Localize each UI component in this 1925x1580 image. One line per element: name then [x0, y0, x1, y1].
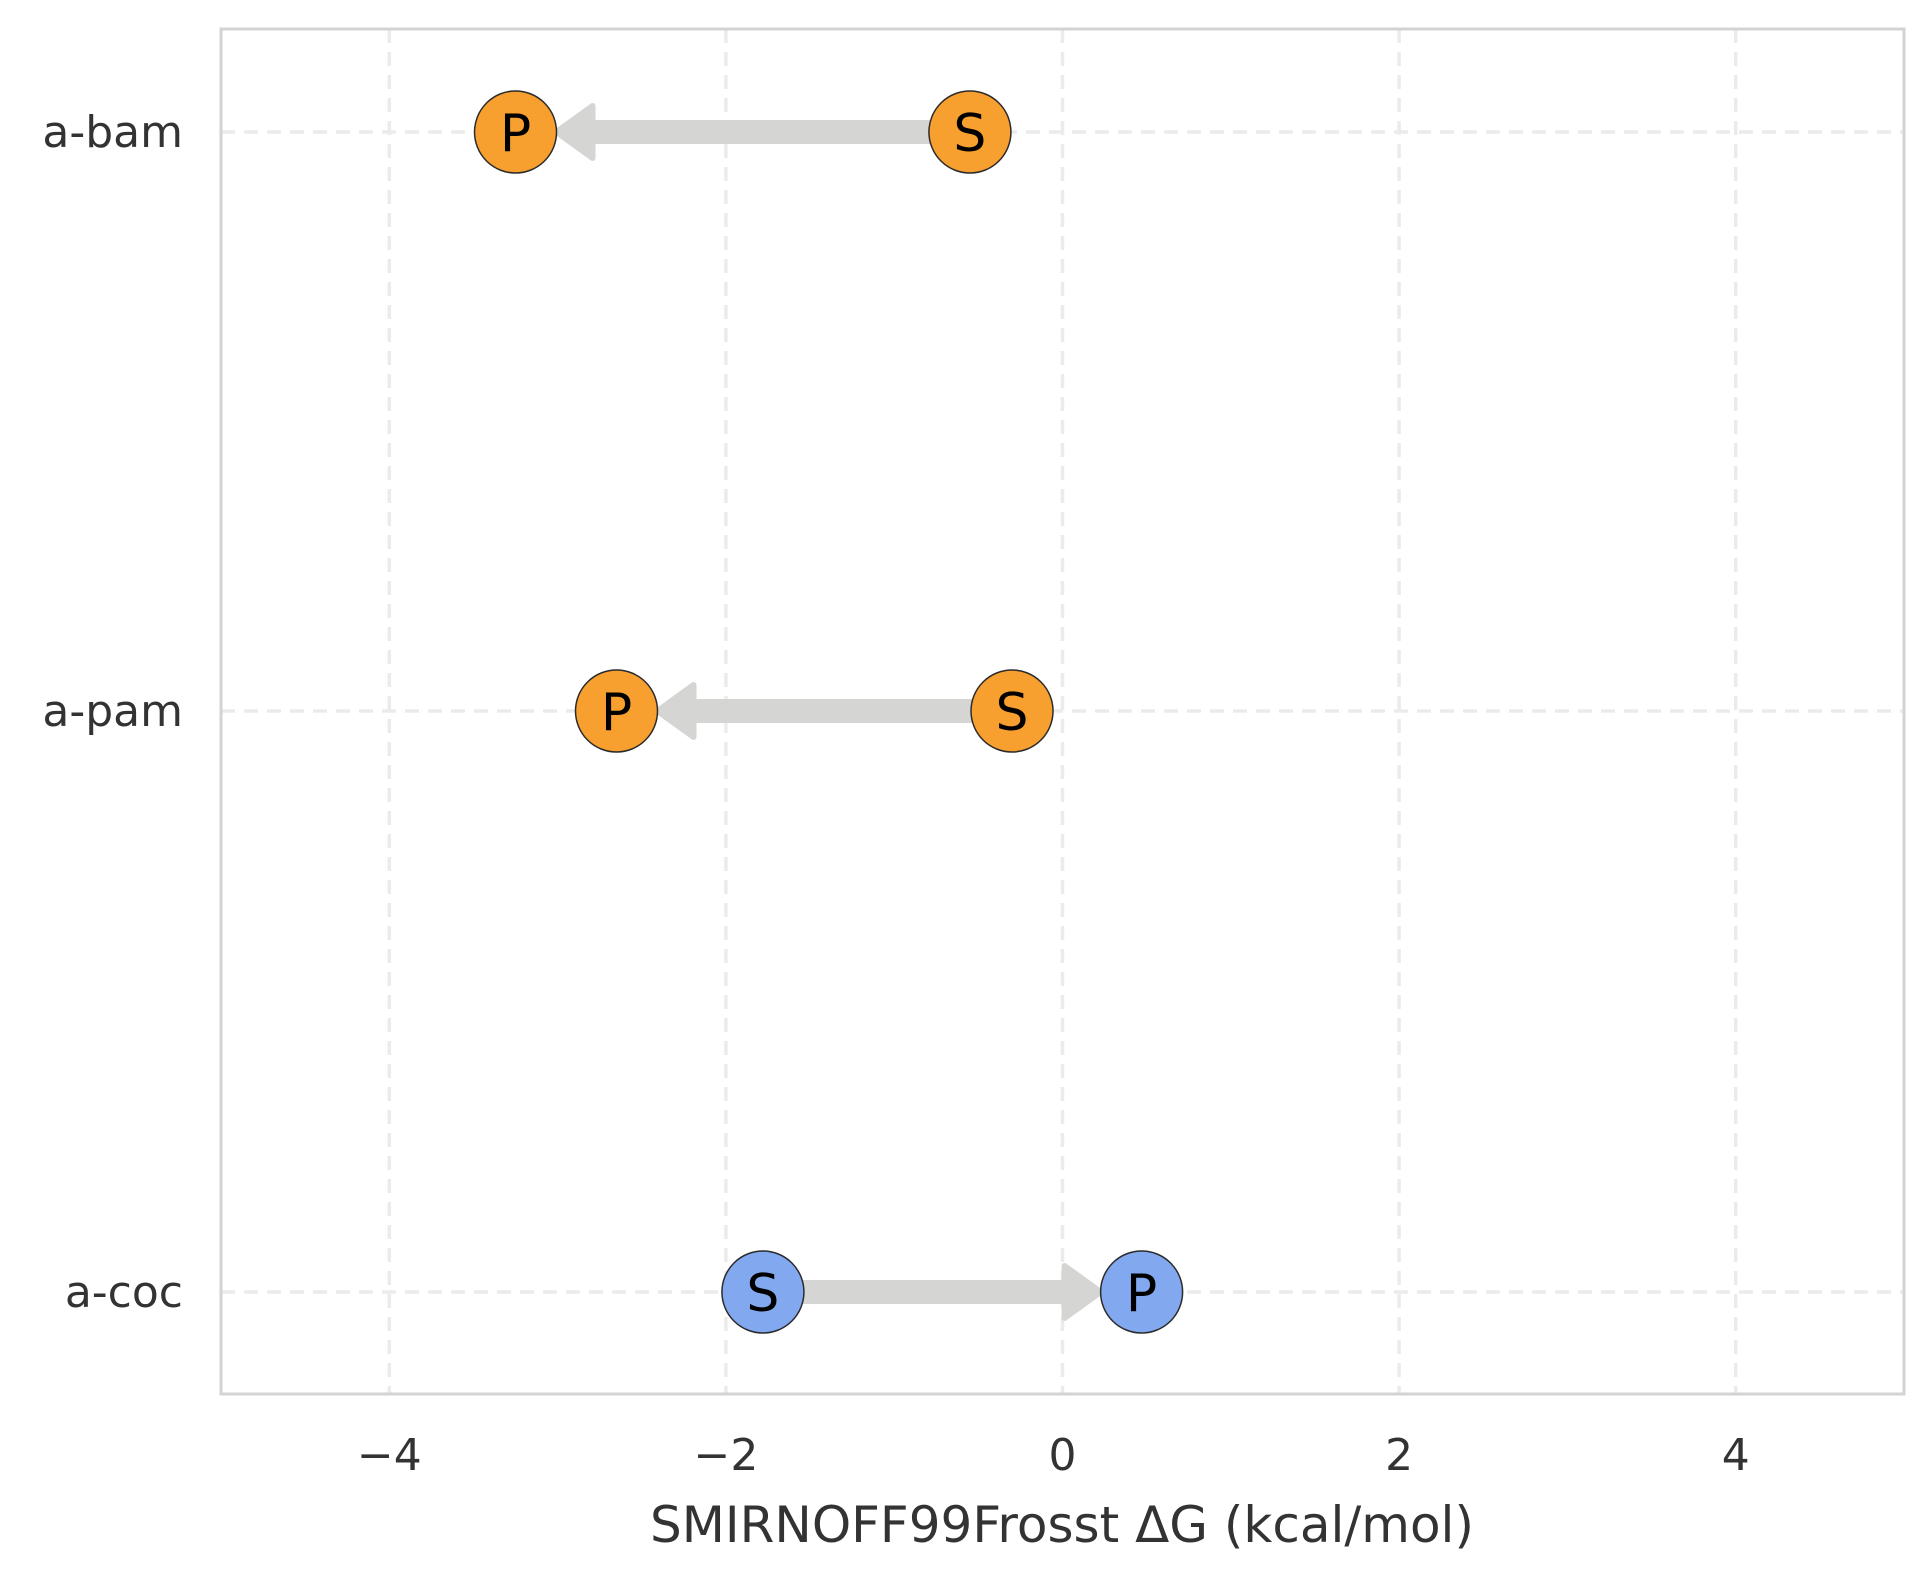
- marker-circle: [721, 1250, 805, 1334]
- arrow-a-bam: [553, 103, 970, 161]
- y-tick-labels: a-bam a-pam a-coc: [42, 107, 183, 1318]
- arrows: [553, 103, 1104, 1321]
- marker-s-a-coc: S: [721, 1250, 805, 1334]
- x-axis-title: SMIRNOFF99Frosst ΔG (kcal/mol): [650, 1496, 1474, 1554]
- marker-circle: [928, 90, 1012, 174]
- y-tick-label: a-pam: [42, 686, 183, 737]
- plot-frame: [219, 27, 1906, 1396]
- x-tick-label: 4: [1722, 1430, 1750, 1481]
- x-tick-labels: −4 −2 0 2 4: [357, 1430, 1750, 1481]
- marker-label: S: [996, 683, 1029, 743]
- arrow-head: [1061, 1263, 1104, 1321]
- marker-circle: [473, 90, 558, 174]
- marker-s-a-pam: S: [970, 669, 1054, 753]
- marker-label: P: [601, 683, 632, 743]
- marker-label: S: [746, 1264, 779, 1324]
- marker-label: P: [500, 104, 531, 164]
- marker-p-a-pam: P: [574, 669, 659, 753]
- arrow-head: [654, 682, 697, 740]
- marker-circle: [970, 669, 1054, 753]
- marker-label: P: [1126, 1264, 1157, 1324]
- marker-p-a-coc: P: [1099, 1250, 1184, 1334]
- x-tick-label: 0: [1049, 1430, 1077, 1481]
- y-tick-label: a-bam: [42, 107, 183, 158]
- x-tick-label: 2: [1385, 1430, 1413, 1481]
- marker-s-a-bam: S: [928, 90, 1012, 174]
- x-tick-label: −4: [357, 1430, 422, 1481]
- marker-circle: [1099, 1250, 1184, 1334]
- y-tick-label: a-coc: [65, 1267, 183, 1318]
- markers: S P S P S P: [473, 90, 1184, 1334]
- arrow-head: [553, 103, 596, 161]
- arrow-a-coc: [762, 1263, 1104, 1321]
- arrow-a-pam: [654, 682, 1013, 740]
- marker-circle: [574, 669, 659, 753]
- marker-p-a-bam: P: [473, 90, 558, 174]
- x-tick-label: −2: [693, 1430, 758, 1481]
- marker-label: S: [953, 104, 986, 164]
